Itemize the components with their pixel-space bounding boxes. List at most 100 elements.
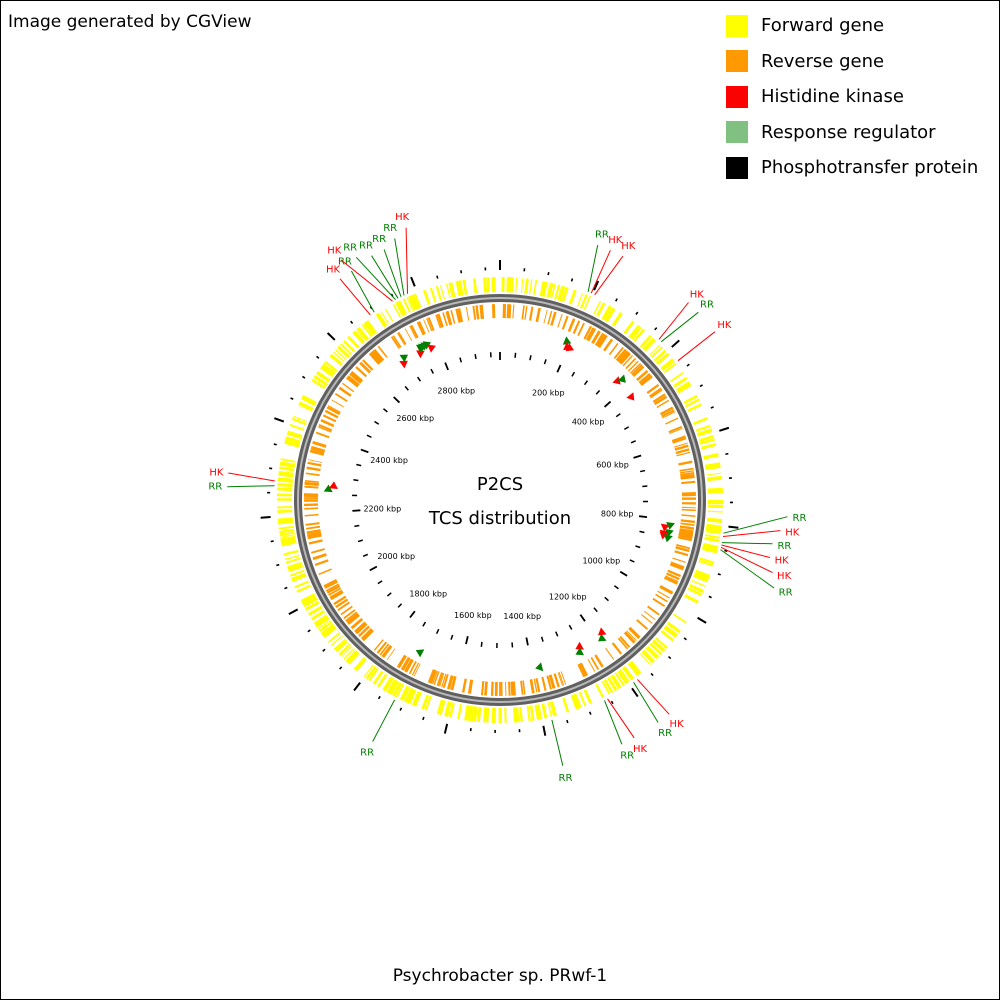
forward-gene-mark [673, 376, 687, 387]
reverse-gene-mark [678, 460, 693, 466]
ruler-label: 200 kbp [532, 388, 565, 397]
reverse-gene-mark [398, 331, 407, 345]
forward-gene-mark [286, 433, 302, 440]
forward-gene-mark [533, 279, 538, 295]
reverse-gene-mark [680, 522, 695, 526]
outer-major-tick [542, 725, 547, 736]
legend-label: Reverse gene [761, 50, 885, 72]
reverse-gene-mark [481, 681, 485, 696]
forward-gene-mark [663, 627, 677, 638]
forward-gene-mark [368, 667, 379, 682]
forward-gene-mark [630, 326, 642, 340]
reverse-gene-mark [649, 388, 663, 399]
response-regulator-marker [666, 522, 675, 530]
reverse-gene-mark [372, 350, 383, 363]
reverse-gene-mark [397, 655, 407, 669]
ruler-minor-tick [613, 585, 619, 590]
forward-gene-mark [307, 605, 322, 615]
forward-gene-mark [691, 579, 706, 588]
forward-gene-mark [445, 283, 451, 299]
legend-item-histidine-kinase: Histidine kinase [726, 79, 978, 115]
reverse-gene-mark [349, 373, 362, 384]
forward-gene-mark [406, 297, 414, 312]
rr-callout-label: RR [559, 773, 573, 784]
reverse-gene-mark [360, 628, 372, 640]
forward-gene-mark [424, 289, 431, 305]
response-regulator-marker [535, 662, 544, 672]
forward-gene-mark [288, 564, 304, 573]
forward-gene-mark [471, 706, 476, 722]
forward-gene-mark [572, 694, 581, 710]
reverse-gene-mark [524, 305, 528, 320]
reverse-gene-mark [652, 393, 666, 403]
reverse-gene-mark [410, 324, 419, 339]
response-regulator-marker [664, 534, 673, 543]
reverse-gene-mark [359, 362, 371, 374]
histidine-kinase-marker [575, 641, 584, 650]
forward-gene-mark [705, 463, 721, 469]
forward-gene-mark [619, 669, 630, 683]
reverse-gene-mark [603, 338, 614, 352]
forward-gene-mark [520, 278, 524, 294]
outer-minor-tick [610, 700, 614, 705]
reverse-gene-mark [362, 359, 374, 371]
reverse-gene-mark [630, 362, 642, 374]
reverse-gene-mark [350, 371, 363, 382]
forward-gene-mark [289, 424, 305, 431]
histidine-kinase-marker [660, 523, 670, 532]
reverse-gene-mark [659, 585, 673, 595]
reverse-gene-mark [662, 411, 676, 419]
ruler-minor-tick [604, 596, 609, 602]
forward-gene-mark [576, 292, 584, 308]
forward-gene-mark [524, 278, 529, 294]
forward-gene-mark [595, 684, 604, 699]
callout-line [604, 700, 623, 745]
reverse-gene-mark [305, 525, 321, 530]
ruler-minor-tick [366, 434, 372, 439]
outer-minor-tick [270, 540, 274, 543]
forward-gene-mark [392, 682, 403, 697]
ruler-minor-tick [357, 539, 363, 543]
reverse-gene-mark [455, 308, 460, 323]
forward-gene-mark [698, 434, 715, 442]
callout-line [587, 244, 599, 293]
forward-gene-mark [323, 626, 337, 638]
forward-gene-mark [547, 282, 554, 299]
reverse-gene-mark [423, 319, 430, 333]
tcs-markers [323, 336, 675, 672]
hk-callout-label: HK [785, 527, 800, 538]
ruler-major-tick [579, 614, 586, 622]
callout-line [660, 311, 699, 343]
reverse-gene-mark [324, 580, 338, 589]
reverse-gene-mark [413, 663, 421, 677]
reverse-gene-mark [326, 406, 341, 415]
forward-gene-mark [386, 679, 397, 694]
ruler-major-tick [393, 396, 401, 404]
ruler-label: 1000 kbp [583, 556, 621, 565]
ruler-label: 2600 kbp [396, 414, 434, 423]
outer-minor-tick [588, 711, 592, 715]
forward-gene-mark [650, 346, 663, 359]
forward-gene-mark [401, 686, 411, 702]
forward-gene-mark [633, 328, 645, 342]
forward-gene-mark [660, 358, 675, 371]
ruler-label: 2000 kbp [377, 552, 415, 561]
reverse-gene-mark [306, 466, 321, 472]
reverse-gene-mark [553, 673, 560, 688]
forward-gene-mark [614, 672, 625, 686]
legend-label: Response regulator [761, 121, 936, 143]
forward-gene-mark [412, 294, 420, 309]
rr-callout-label: RR [777, 541, 791, 552]
reverse-gene-mark [587, 659, 596, 672]
forward-gene-mark [322, 363, 336, 375]
forward-gene-mark [279, 528, 295, 534]
forward-gene-mark [455, 280, 462, 297]
forward-gene-mark [317, 619, 331, 630]
reverse-gene-mark [314, 559, 329, 566]
reverse-gene-mark [594, 654, 603, 668]
ruler-minor-tick [639, 530, 645, 534]
forward-gene-mark [337, 346, 350, 359]
forward-gene-mark [666, 621, 681, 634]
forward-gene-mark [280, 534, 296, 538]
